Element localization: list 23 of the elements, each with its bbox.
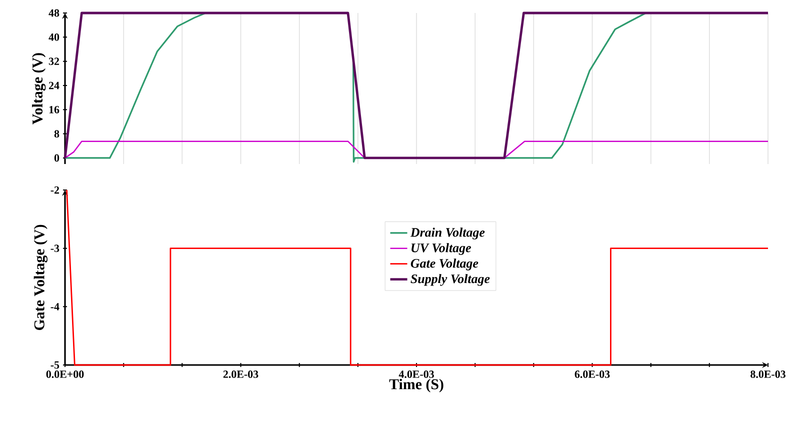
- y-tick-label: -2: [50, 186, 60, 194]
- y-tick-label: 24: [48, 82, 60, 90]
- x-tick-label: 2.0E-03: [223, 370, 258, 378]
- y-tick-label: 8: [54, 130, 60, 138]
- y-tick-label: -3: [50, 244, 60, 252]
- x-tick-label: 6.0E-03: [574, 370, 610, 378]
- legend-label: Gate Voltage: [410, 258, 478, 270]
- y-tick-label: 40: [48, 33, 60, 41]
- y-tick-label: 32: [48, 58, 60, 65]
- text: Drain Voltage: [410, 228, 485, 240]
- y-tick-label: 48: [48, 9, 60, 17]
- y-tick-label: -4: [50, 303, 60, 310]
- text: UV Voltage: [412, 243, 471, 255]
- y-tick-label: 0: [54, 154, 60, 162]
- y-tick-label: 16: [49, 106, 60, 114]
- x-tick-label: 8.0E-03: [750, 370, 786, 378]
- y-axis-title: Gate Voltage (V): [34, 224, 48, 330]
- y-axis-title: Voltage (V): [32, 53, 46, 124]
- x-tick-label: 4.0E-03: [398, 370, 434, 378]
- text: Supply Voltage: [410, 274, 490, 286]
- x-tick-label: 0.0E+00: [46, 370, 84, 378]
- x-axis-title: Time (S): [389, 378, 444, 392]
- y-tick-label: -5: [50, 361, 60, 369]
